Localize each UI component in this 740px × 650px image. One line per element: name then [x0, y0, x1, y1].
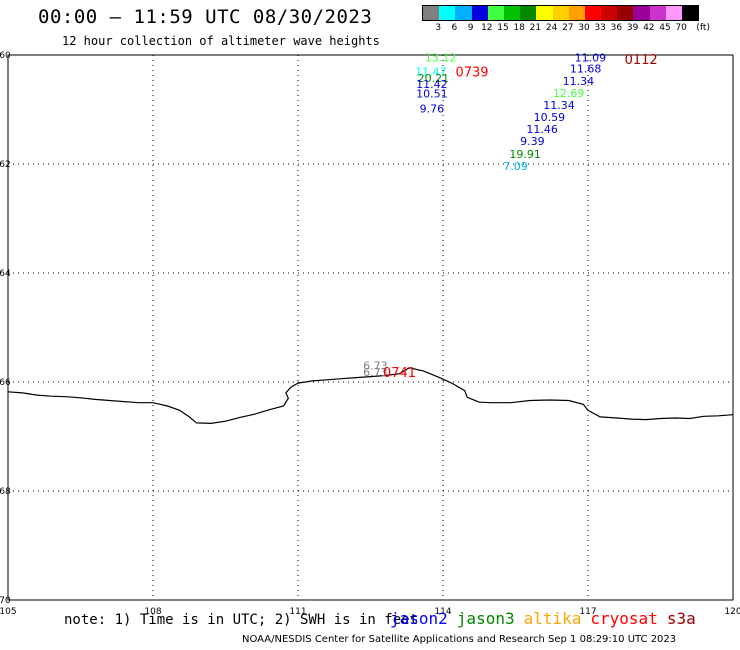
coastline: [7, 367, 734, 425]
color-scale-label: 9: [467, 23, 474, 33]
color-scale-label: 18: [513, 23, 525, 33]
color-scale-box: [503, 6, 521, 20]
y-tick-label: -68: [0, 487, 11, 497]
color-scale-box: [665, 6, 682, 20]
satellite-legend-item: jason3: [456, 609, 515, 628]
swh-label: 11.46: [526, 123, 558, 136]
units-note: note: 1) Time is in UTC; 2) SWH is in fe…: [64, 612, 419, 628]
y-tick-label: -64: [0, 269, 11, 279]
color-scale-label: 12: [481, 23, 493, 33]
plot-frame: [7, 54, 734, 601]
credit-line: NOAA/NESDIS Center for Satellite Applica…: [242, 634, 677, 645]
chart-title: 00:00 — 11:59 UTC 08/30/2023: [38, 6, 373, 28]
y-tick-label: -60: [0, 51, 11, 61]
x-tick-label: 105: [0, 607, 17, 617]
color-scale-box: [439, 6, 456, 20]
color-scale-label: 33: [594, 23, 606, 33]
satellite-legend: jason2 jason3 altika cryosat s3a: [390, 609, 705, 628]
swh-label: 11.34: [563, 75, 595, 88]
swh-label: 19.91: [509, 148, 541, 161]
color-scale-box: [601, 6, 618, 20]
color-scale-label: 70: [675, 23, 687, 33]
swh-label: 9.39: [520, 135, 545, 148]
pass-time-label: 0741: [383, 366, 416, 381]
color-scale-label: 39: [626, 23, 639, 33]
swh-label: 11.09: [575, 52, 607, 65]
color-scale-box: [552, 6, 569, 20]
pass-labels: 0739 0112 0741: [383, 53, 658, 381]
color-scale-box: [536, 6, 553, 20]
satellite-legend-item: cryosat: [590, 609, 658, 628]
color-scale-box: [423, 6, 440, 20]
swh-label: 13.12: [425, 52, 457, 65]
swh-label: 20.21: [418, 72, 450, 85]
grid-lines: [8, 55, 733, 600]
swh-label: 11.34: [543, 99, 575, 112]
y-tick-label: -62: [0, 160, 11, 170]
color-scale-label: 36: [610, 23, 623, 33]
color-scale-unit: (ft): [696, 23, 710, 33]
swh-label: 9.76: [420, 102, 445, 115]
color-scale-label: 42: [643, 23, 655, 33]
color-scale-box: [487, 6, 504, 20]
color-scale-box: [455, 6, 472, 20]
swh-label: 11.68: [570, 63, 602, 76]
swh-label: 10.51: [416, 88, 448, 101]
color-scale-box: [617, 6, 634, 20]
swh-label: 6.73: [363, 366, 388, 379]
color-scale-box: [584, 6, 602, 20]
color-scale-box: [682, 6, 699, 20]
satellite-legend-item: jason2: [390, 609, 448, 628]
y-tick-label: -70: [0, 596, 11, 606]
x-tick-label: 117: [579, 607, 596, 617]
color-scale-label: 15: [497, 23, 509, 33]
x-tick-label: 114: [434, 607, 451, 617]
pass-time-label: 0112: [625, 53, 658, 68]
swh-label: 11.42: [416, 78, 448, 91]
axis-ticks: 105 108 111 114 117 120 -60 -62 -64 -66 -68 -70: [0, 51, 740, 617]
color-scale-box: [633, 6, 650, 20]
color-scale-legend: 3 6 9 12 15 18 21 24 27 30 33 36 39 42 45 70 (ft): [422, 5, 710, 33]
color-scale-label: 6: [451, 23, 458, 33]
satellite-legend-item: altika: [523, 609, 582, 628]
chart-subtitle: 12 hour collection of altimeter wave hei…: [62, 34, 380, 48]
color-scale-label: 21: [529, 23, 542, 33]
color-scale-label: 3: [435, 23, 442, 33]
x-tick-label: 120: [724, 607, 740, 617]
color-scale-box: [649, 6, 666, 20]
swh-label: 7.09: [503, 160, 528, 173]
color-scale-label: 27: [562, 23, 574, 33]
swh-label: 10.59: [534, 111, 566, 124]
x-tick-label: 111: [289, 607, 306, 617]
pass-time-label: 0739: [455, 65, 488, 80]
color-scale-box: [471, 6, 488, 20]
color-scale-box: [520, 6, 537, 20]
y-tick-label: -66: [0, 378, 11, 388]
color-scale-label: 24: [545, 23, 558, 33]
color-scale-label: 30: [578, 23, 590, 33]
satellite-legend-item: s3a: [666, 609, 696, 628]
swh-label: 6.73: [363, 360, 388, 373]
x-tick-label: 108: [144, 607, 161, 617]
color-scale-box: [568, 6, 585, 20]
swh-points: 13.1211.4720.2111.4210.519.7611.0911.681…: [363, 52, 606, 379]
color-scale-boxes: [422, 5, 700, 21]
swh-label: 12.69: [553, 87, 585, 100]
swh-label: 11.47: [415, 65, 447, 78]
color-scale-labels: 3 6 9 12 15 18 21 24 27 30 33 36 39 42 45 70 (ft): [422, 21, 710, 33]
color-scale-label: 45: [659, 23, 671, 33]
